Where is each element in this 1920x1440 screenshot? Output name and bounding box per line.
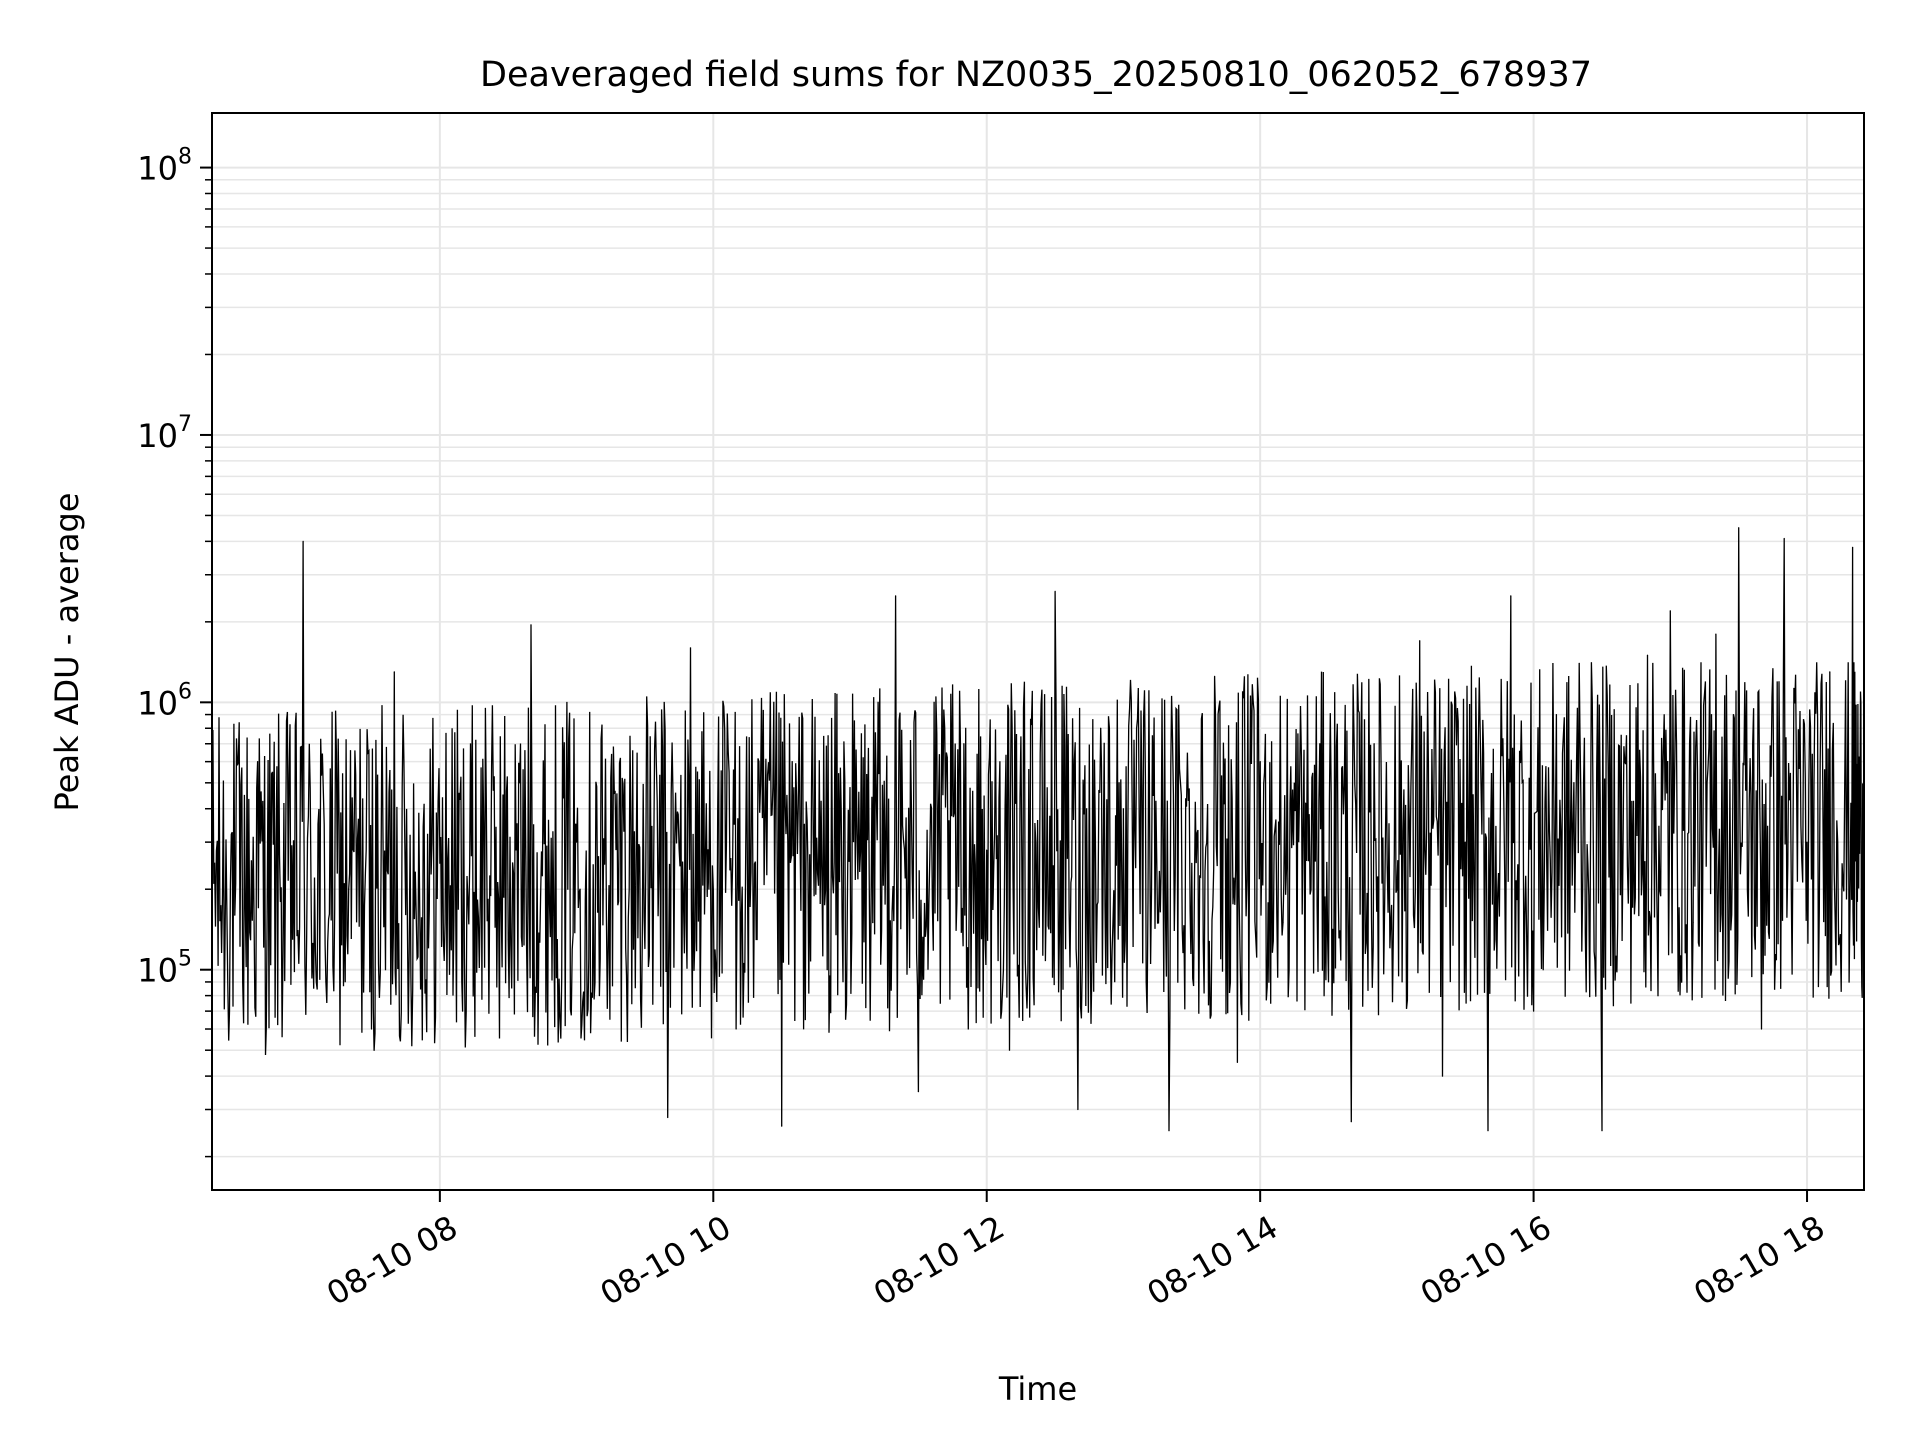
data-point xyxy=(1214,675,1216,678)
data-point xyxy=(940,808,942,810)
data-point xyxy=(1031,690,1033,692)
data-point xyxy=(1464,841,1466,843)
data-point xyxy=(1601,1130,1603,1132)
data-point xyxy=(644,947,646,950)
data-point xyxy=(1419,640,1421,642)
data-point xyxy=(325,981,327,983)
data-point xyxy=(1783,537,1785,540)
data-point xyxy=(1578,662,1580,664)
data-point xyxy=(302,540,304,543)
data-point xyxy=(1282,922,1284,924)
y-tick-label: 106 xyxy=(137,679,192,722)
data-point xyxy=(553,914,555,916)
data-point xyxy=(1327,981,1330,983)
data-point xyxy=(1487,1130,1489,1132)
data-point xyxy=(507,938,509,940)
data-point xyxy=(735,1028,737,1030)
data-point xyxy=(1122,808,1124,810)
data-point xyxy=(1008,1049,1011,1051)
data-point xyxy=(895,595,897,597)
data-point xyxy=(530,624,532,626)
chart-title: Deaveraged field sums for NZ0035_2025081… xyxy=(480,55,1592,95)
series-layer xyxy=(211,527,1865,1132)
data-point xyxy=(1191,862,1193,864)
data-point xyxy=(1806,841,1808,843)
data-point xyxy=(1259,761,1261,763)
data-point xyxy=(1441,1075,1444,1077)
series-line xyxy=(211,527,1865,1131)
data-point xyxy=(1669,610,1671,612)
data-point xyxy=(348,888,350,890)
data-point xyxy=(1715,633,1717,635)
data-point xyxy=(484,707,486,709)
y-tick-label: 105 xyxy=(137,947,192,990)
data-point xyxy=(1373,743,1375,745)
data-point xyxy=(1624,761,1626,763)
data-point xyxy=(257,761,259,763)
data-point xyxy=(370,1028,373,1030)
data-point xyxy=(1533,1010,1535,1012)
data-point xyxy=(1396,888,1398,890)
data-point xyxy=(1145,981,1147,983)
data-point xyxy=(917,1091,920,1093)
data-point xyxy=(986,849,988,851)
data-point xyxy=(1077,1108,1079,1111)
plot-frame xyxy=(211,112,1865,1191)
x-axis-label: Time xyxy=(998,1370,1077,1408)
data-point xyxy=(667,1116,669,1119)
data-point xyxy=(1168,1130,1170,1132)
y-tick-label: 107 xyxy=(137,412,192,455)
data-point xyxy=(1100,727,1102,729)
y-axis-label: Peak ADU - average xyxy=(48,493,86,812)
data-point xyxy=(393,671,395,673)
data-point xyxy=(621,777,623,779)
data-point xyxy=(1236,1061,1238,1063)
data-point xyxy=(758,761,760,763)
data-point xyxy=(1305,802,1307,804)
data-point xyxy=(576,841,578,843)
data-point xyxy=(1829,671,1831,673)
data-point xyxy=(1510,595,1512,597)
data-point xyxy=(279,900,281,903)
data-point xyxy=(803,823,806,825)
data-point xyxy=(849,787,851,789)
data-point xyxy=(416,958,418,960)
data-point xyxy=(1852,546,1854,548)
data-point xyxy=(1646,654,1649,656)
data-point xyxy=(462,1010,464,1012)
data-point xyxy=(439,862,441,864)
data-point xyxy=(1350,1121,1352,1123)
data-point xyxy=(598,995,601,997)
data-point xyxy=(872,922,874,924)
data-point xyxy=(1555,714,1557,716)
data-point xyxy=(234,914,236,916)
data-point xyxy=(963,743,965,745)
y-tick-label: 108 xyxy=(137,145,192,188)
data-point xyxy=(689,647,692,649)
data-point xyxy=(781,1125,783,1127)
data-point xyxy=(712,888,714,890)
data-point xyxy=(1054,590,1056,593)
data-point xyxy=(1760,1028,1763,1030)
data-point xyxy=(1692,922,1694,924)
data-point xyxy=(826,969,828,971)
data-point xyxy=(1738,527,1740,529)
